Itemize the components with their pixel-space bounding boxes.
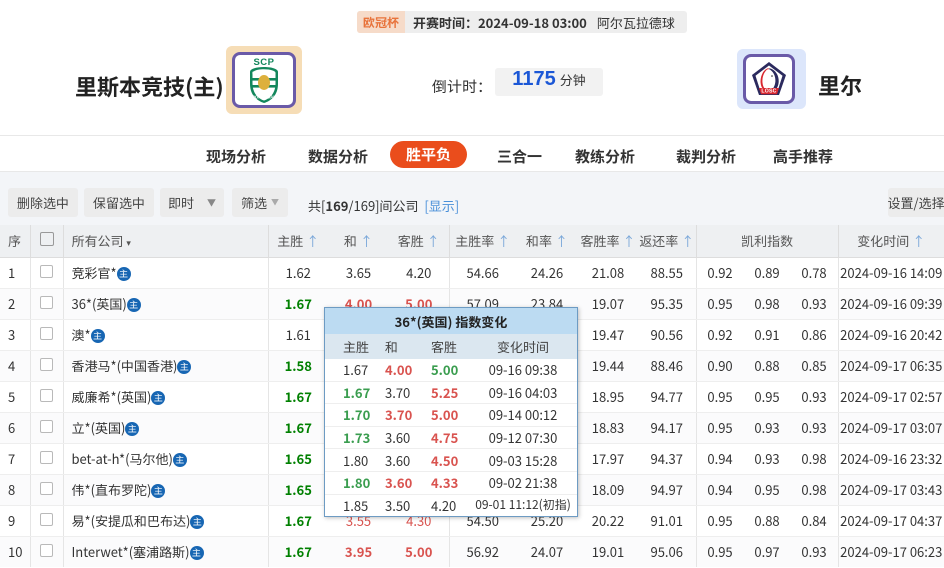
svg-text:PORTUGAL: PORTUGAL xyxy=(252,94,276,99)
svg-text:LOSC: LOSC xyxy=(761,89,776,95)
svg-text:SPORTING: SPORTING xyxy=(252,70,276,75)
svg-text:SCP: SCP xyxy=(253,57,274,68)
